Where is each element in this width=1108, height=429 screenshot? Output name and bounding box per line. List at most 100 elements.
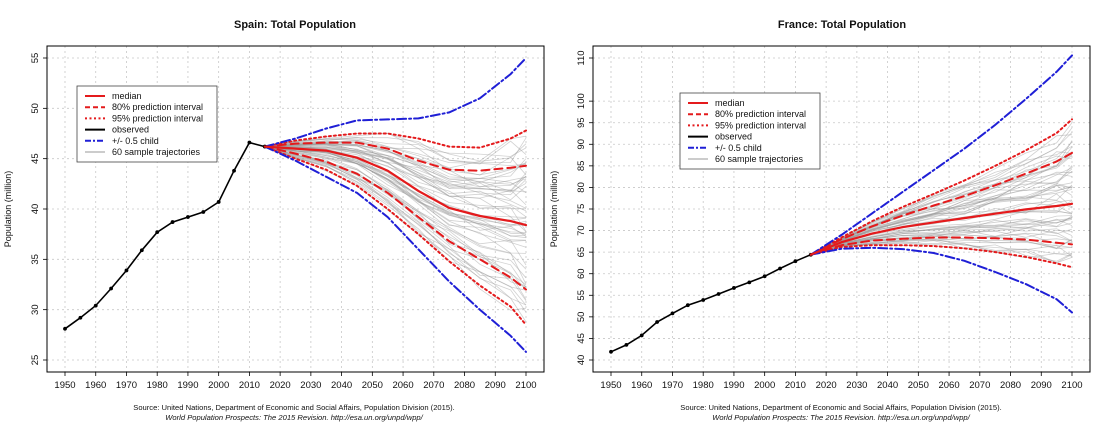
spain-sample-trajectory — [264, 146, 527, 254]
france-series-observed — [610, 253, 812, 353]
spain-observed-point — [124, 268, 129, 273]
spain-observed-point — [170, 220, 175, 224]
france-sample-trajectory — [810, 184, 1073, 256]
spain-sample-trajectory — [264, 142, 527, 194]
spain-sample-trajectory — [264, 146, 527, 313]
france-y-tick-label: 85 — [576, 161, 587, 172]
france-sample-trajectory — [810, 182, 1073, 256]
france-series — [609, 54, 1074, 354]
france-y-tick-label: 50 — [576, 312, 587, 323]
france-sample-trajectory — [810, 215, 1073, 256]
france-observed-point — [793, 259, 798, 264]
france-sample-trajectory — [810, 165, 1073, 256]
spain-observed-point — [247, 140, 252, 145]
france-x-tick-label: 1950 — [600, 380, 621, 391]
spain-observed-point — [109, 286, 113, 291]
spain-legend-label: +/- 0.5 child — [112, 136, 159, 146]
spain-x-tick-label: 1980 — [147, 380, 168, 391]
france-x-tick-label: 1980 — [693, 380, 714, 391]
spain-sample-trajectory — [264, 146, 527, 206]
france-observed-point — [639, 333, 644, 338]
spain-series-80-upper — [263, 141, 527, 172]
france-sample-trajectory — [810, 241, 1073, 259]
france-sample-trajectory — [810, 239, 1073, 256]
france-grid — [593, 46, 1090, 372]
spain-x-tick-label: 2030 — [300, 380, 321, 391]
spain-sample-trajectory — [264, 146, 527, 291]
france-legend-label: 80% prediction interval — [715, 109, 806, 119]
spain-sample-trajectory — [264, 146, 527, 227]
france-series-0-5-child — [809, 246, 1073, 314]
spain-observed-point — [155, 230, 160, 235]
france-sample-trajectory — [810, 238, 1073, 257]
spain-observed-point — [139, 248, 144, 253]
spain-series-95-upper — [263, 129, 527, 149]
france-legend-label: observed — [715, 132, 752, 142]
spain-sample-trajectory — [264, 133, 527, 162]
france-sample-trajectory — [810, 217, 1073, 256]
spain-source-line: Source: United Nations, Department of Ec… — [133, 403, 455, 412]
france-sample-trajectory — [810, 226, 1073, 256]
france-chart: France: Total Population 1950 1960 1970 198… — [549, 19, 1091, 422]
france-series-0-5-child — [809, 54, 1073, 256]
spain-sample-trajectory — [264, 144, 527, 193]
spain-sample-trajectory — [264, 146, 527, 300]
spain-sample-trajectory — [264, 138, 527, 169]
spain-legend-label: 80% prediction interval — [112, 102, 203, 112]
spain-y-tick-label: 40 — [30, 204, 41, 215]
france-sample-trajectory — [810, 218, 1073, 256]
france-sample-trajectory — [810, 168, 1073, 256]
spain-series-0-5-child — [263, 145, 527, 353]
france-y-tick-label: 90 — [576, 139, 587, 150]
france-y-tick-label: 45 — [576, 333, 587, 344]
france-sample-trajectory — [810, 183, 1073, 256]
spain-sample-trajectory — [264, 146, 527, 323]
spain-sample-trajectory — [264, 146, 527, 286]
france-y-tick-label: 40 — [576, 355, 587, 366]
spain-x-axis: 1950 1960 1970 1980 1990 2000 2010 2020 2030 2040… — [54, 372, 537, 391]
spain-observed-point — [63, 326, 67, 331]
france-sample-trajectory — [810, 170, 1073, 256]
france-observed-point — [716, 292, 721, 296]
spain-x-tick-label: 2080 — [454, 380, 475, 391]
spain-y-tick-label: 55 — [30, 53, 41, 64]
spain-legend-box — [76, 85, 218, 163]
spain-x-tick-label: 1970 — [116, 380, 137, 391]
france-x-tick-label: 2010 — [785, 380, 806, 391]
france-sample-trajectory — [810, 173, 1073, 256]
france-sample-trajectory — [810, 187, 1073, 256]
spain-sample-trajectory — [264, 146, 527, 242]
spain-y-axis: 25 30 35 40 45 50 55 — [30, 53, 47, 365]
france-series-median — [809, 202, 1074, 256]
france-observed-point — [670, 311, 675, 316]
france-y-tick-label: 70 — [576, 225, 587, 236]
france-x-tick-label: 2090 — [1031, 380, 1052, 391]
france-sample-trajectory — [810, 185, 1073, 256]
spain-observed-point — [78, 315, 83, 320]
spain-sample-trajectory — [264, 137, 527, 164]
france-observed-point — [655, 320, 659, 324]
spain-observed-point — [216, 200, 221, 204]
spain-legend-label: median — [112, 91, 142, 101]
spain-sample-trajectory — [264, 143, 527, 201]
spain-sample-trajectory — [264, 146, 527, 209]
france-x-tick-label: 1970 — [662, 380, 683, 391]
spain-sample-trajectory — [264, 146, 527, 306]
france-y-axis-label: Population (million) — [549, 171, 559, 248]
france-legend-label: +/- 0.5 child — [715, 143, 762, 153]
spain-sample-trajectory — [264, 140, 527, 176]
france-series-80-lower — [809, 236, 1073, 256]
spain-sample-trajectory — [264, 145, 527, 218]
france-sample-trajectory — [810, 171, 1073, 256]
france-sample-trajectory — [810, 185, 1073, 256]
spain-sample-trajectory — [264, 146, 527, 270]
france-observed-point — [762, 274, 767, 279]
france-sample-trajectory — [810, 154, 1073, 256]
france-y-tick-label: 80 — [576, 182, 587, 193]
france-observed-point — [701, 298, 706, 302]
france-y-axis: 40 45 50 55 60 65 70 75 80 85 90 95 100 110 — [576, 50, 593, 365]
france-series-80-upper — [809, 151, 1073, 256]
france-observed-point — [778, 266, 782, 271]
spain-x-tick-label: 2060 — [392, 380, 413, 391]
